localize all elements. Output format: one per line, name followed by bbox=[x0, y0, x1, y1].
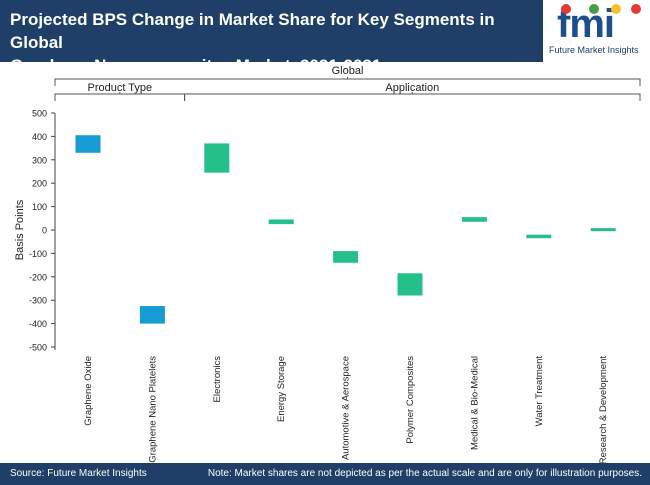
bars bbox=[75, 135, 616, 324]
logo-dot bbox=[631, 4, 641, 14]
group-headers: Global Product Type Application bbox=[54, 65, 641, 101]
chart-title-line2: Graphene Nanocomposites Market, 2021-203… bbox=[10, 56, 382, 75]
chart-footer: Source: Future Market Insights Note: Mar… bbox=[0, 463, 650, 485]
bar-medical-bio-medical bbox=[461, 217, 487, 222]
x-tick-label: Electronics bbox=[212, 356, 223, 403]
group-bracket bbox=[54, 93, 186, 101]
y-tick-label: -500 bbox=[29, 343, 47, 353]
group-bracket bbox=[184, 93, 641, 101]
y-tick-label: -100 bbox=[29, 249, 47, 259]
footer-note: Note: Market shares are not depicted as … bbox=[207, 468, 642, 479]
chart-title: Projected BPS Change in Market Share for… bbox=[10, 8, 530, 77]
y-tick-label: 100 bbox=[32, 202, 47, 212]
chart-header: Projected BPS Change in Market Share for… bbox=[0, 0, 650, 75]
x-tick-label: Medical & Bio-Medical bbox=[469, 356, 480, 450]
x-tick-label: Energy Storage bbox=[276, 356, 287, 422]
chart-title-line1: Projected BPS Change in Market Share for… bbox=[10, 10, 495, 52]
bar-research-development bbox=[590, 228, 616, 232]
x-tick-label: Water Treatment bbox=[534, 356, 545, 427]
logo-dot bbox=[611, 4, 621, 14]
y-tick-label: -400 bbox=[29, 319, 47, 329]
logo-dot bbox=[561, 4, 571, 14]
chart-area: 500 400 300 200 100 0 -100 -200 -300 -400 -500 Bas… bbox=[14, 65, 641, 463]
bar-water-treatment bbox=[526, 234, 552, 239]
logo-dot bbox=[589, 4, 599, 14]
logo-company-name: Future Market Insights bbox=[549, 45, 639, 55]
y-tick-label: -200 bbox=[29, 272, 47, 282]
bar-graphene-oxide bbox=[75, 135, 101, 153]
x-tick-label: Graphene Oxide bbox=[83, 356, 94, 426]
footer-source: Source: Future Market Insights bbox=[10, 468, 147, 479]
x-axis-labels: Graphene Oxide Graphene Nano Platelets Ele… bbox=[83, 356, 609, 463]
bar-energy-storage bbox=[268, 219, 294, 225]
x-tick-label: Polymer Composites bbox=[405, 356, 416, 444]
x-tick-label: Graphene Nano Platelets bbox=[147, 356, 158, 463]
x-tick-label: Research & Development bbox=[598, 356, 609, 463]
y-tick-label: 300 bbox=[32, 155, 47, 165]
y-tick-label: 500 bbox=[32, 109, 47, 119]
bar-electronics bbox=[204, 143, 230, 173]
x-tick-label: Automotive & Aerospace bbox=[341, 356, 352, 460]
y-tick-label: 400 bbox=[32, 132, 47, 142]
y-tick-label: -300 bbox=[29, 296, 47, 306]
bar-polymer-composites bbox=[397, 273, 423, 296]
y-axis-label: Basis Points bbox=[14, 199, 26, 260]
group-label: Application bbox=[385, 82, 439, 94]
fmi-logo: fmi Future Market Insights bbox=[543, 0, 650, 62]
y-axis: 500 400 300 200 100 0 -100 -200 -300 -400 -500 bbox=[29, 109, 56, 353]
y-tick-label: 0 bbox=[42, 226, 47, 236]
group-top-label: Global bbox=[332, 65, 364, 77]
y-tick-label: 200 bbox=[32, 179, 47, 189]
bar-automotive-aerospace bbox=[333, 251, 359, 263]
group-label: Product Type bbox=[87, 82, 152, 94]
bar-graphene-nano-platelets bbox=[139, 306, 165, 324]
